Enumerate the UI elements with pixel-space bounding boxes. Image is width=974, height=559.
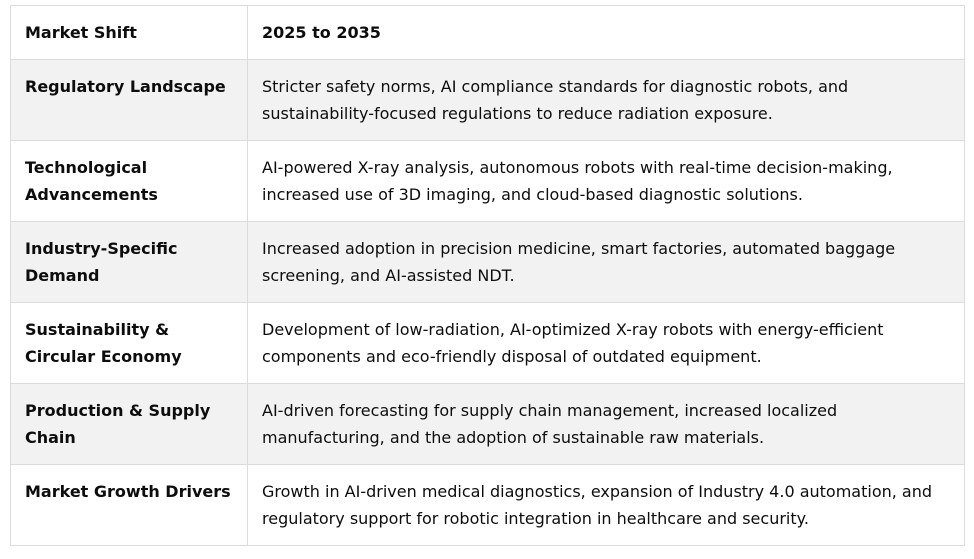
table-row: Production & Supply Chain AI-driven fore… [10, 383, 965, 465]
row-value: AI-powered X-ray analysis, autonomous ro… [247, 140, 965, 222]
market-shift-table: Market Shift 2025 to 2035 Regulatory Lan… [10, 5, 965, 546]
row-label: Production & Supply Chain [10, 383, 248, 465]
header-period: 2025 to 2035 [247, 5, 965, 60]
table-row: Technological Advancements AI-powered X-… [10, 140, 965, 222]
header-market-shift: Market Shift [10, 5, 248, 60]
table-row: Regulatory Landscape Stricter safety nor… [10, 59, 965, 141]
row-label: Regulatory Landscape [10, 59, 248, 141]
table-row: Sustainability & Circular Economy Develo… [10, 302, 965, 384]
row-value: Stricter safety norms, AI compliance sta… [247, 59, 965, 141]
table-row: Market Growth Drivers Growth in AI-drive… [10, 464, 965, 546]
table-header-row: Market Shift 2025 to 2035 [10, 5, 965, 60]
row-label: Market Growth Drivers [10, 464, 248, 546]
row-label: Technological Advancements [10, 140, 248, 222]
market-shift-table-container: Market Shift 2025 to 2035 Regulatory Lan… [10, 5, 965, 546]
row-label: Industry-Specific Demand [10, 221, 248, 303]
row-value: Growth in AI-driven medical diagnostics,… [247, 464, 965, 546]
row-value: Increased adoption in precision medicine… [247, 221, 965, 303]
table-row: Industry-Specific Demand Increased adopt… [10, 221, 965, 303]
row-value: AI-driven forecasting for supply chain m… [247, 383, 965, 465]
row-label: Sustainability & Circular Economy [10, 302, 248, 384]
row-value: Development of low-radiation, AI-optimiz… [247, 302, 965, 384]
